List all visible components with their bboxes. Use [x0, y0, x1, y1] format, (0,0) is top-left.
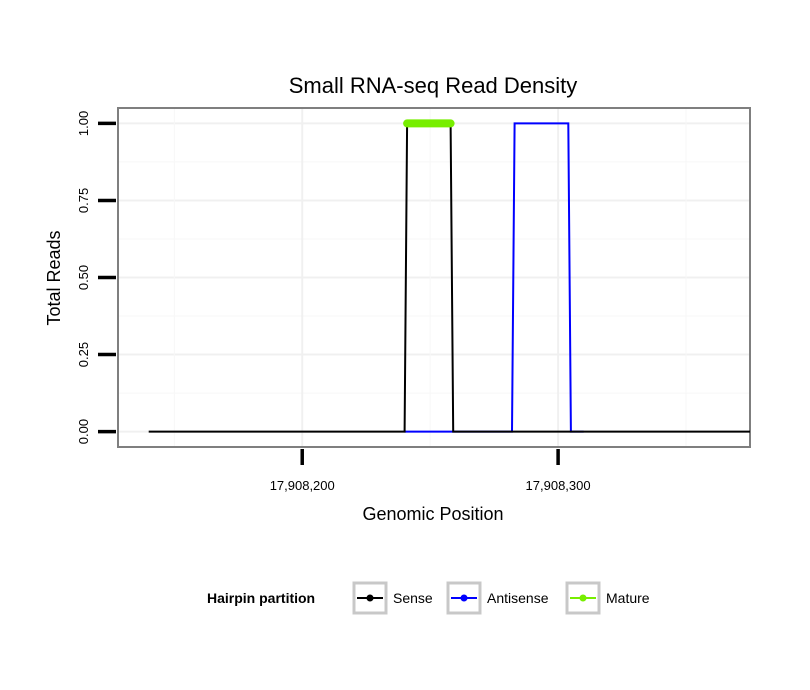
y-tick-label: 1.00: [76, 111, 91, 136]
x-tick-label: 17,908,300: [526, 478, 591, 493]
legend-label-sense: Sense: [393, 590, 433, 606]
legend-key-point-antisense: [460, 594, 468, 602]
y-axis: 0.00 0.25 0.50 0.75 1.00: [76, 111, 116, 444]
legend: Hairpin partition Sense Antisense Mature: [207, 581, 650, 615]
x-axis-title: Genomic Position: [362, 504, 503, 524]
legend-label-antisense: Antisense: [487, 590, 549, 606]
y-tick-label: 0.50: [76, 265, 91, 290]
x-axis: 17,908,200 17,908,300: [270, 449, 591, 493]
y-axis-title: Total Reads: [44, 230, 64, 325]
x-tick-label: 17,908,200: [270, 478, 335, 493]
series-layer: [148, 119, 750, 433]
y-tick-label: 0.75: [76, 188, 91, 213]
legend-key-point-sense: [366, 594, 374, 602]
legend-key-point-mature: [579, 594, 587, 602]
grid: [118, 108, 750, 447]
y-tick-label: 0.00: [76, 419, 91, 444]
y-tick-label: 0.25: [76, 342, 91, 367]
chart-title: Small RNA-seq Read Density: [289, 73, 578, 98]
legend-title: Hairpin partition: [207, 590, 315, 606]
plot-panel: [117, 107, 751, 448]
legend-label-mature: Mature: [606, 590, 650, 606]
